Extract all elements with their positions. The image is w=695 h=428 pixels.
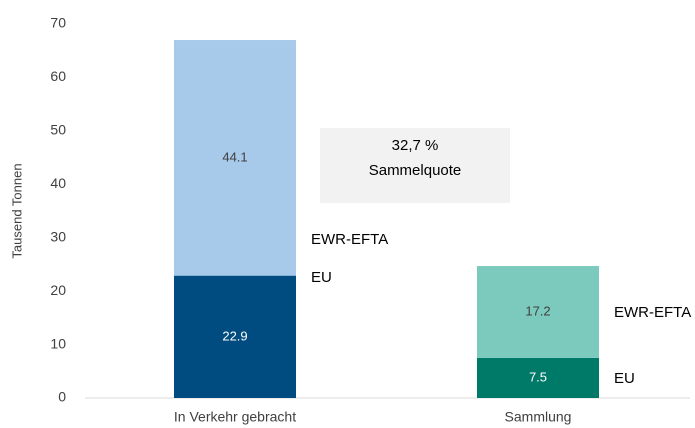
y-tick-label: 20 [50,282,66,298]
x-tick-label: Sammlung [505,409,572,425]
series-label: EU [311,269,332,286]
y-tick-label: 50 [50,122,66,138]
annotation: Sammelquote [369,162,462,179]
data-label: 44.1 [222,149,247,164]
data-label: 22.9 [222,328,247,343]
annotation: 32,7 % [392,137,439,154]
data-label: 7.5 [529,369,547,384]
series-label: EWR-EFTA [311,231,388,248]
data-label: 17.2 [525,303,550,318]
x-tick-label: In Verkehr gebracht [174,409,296,425]
bar-segment [174,275,296,398]
y-tick-label: 70 [50,15,66,31]
series-label: EU [614,370,635,387]
y-tick-label: 60 [50,68,66,84]
bar-segment [174,40,296,276]
y-axis-label: Tausend Tonnen [9,163,24,258]
y-tick-label: 10 [50,335,66,351]
bar-segment [477,357,599,398]
y-tick-label: 30 [50,228,66,244]
y-tick-label: 40 [50,175,66,191]
y-tick-label: 0 [58,389,66,405]
series-label: EWR-EFTA [614,304,691,321]
annotation-box [320,128,510,203]
bar-segment [477,266,599,358]
